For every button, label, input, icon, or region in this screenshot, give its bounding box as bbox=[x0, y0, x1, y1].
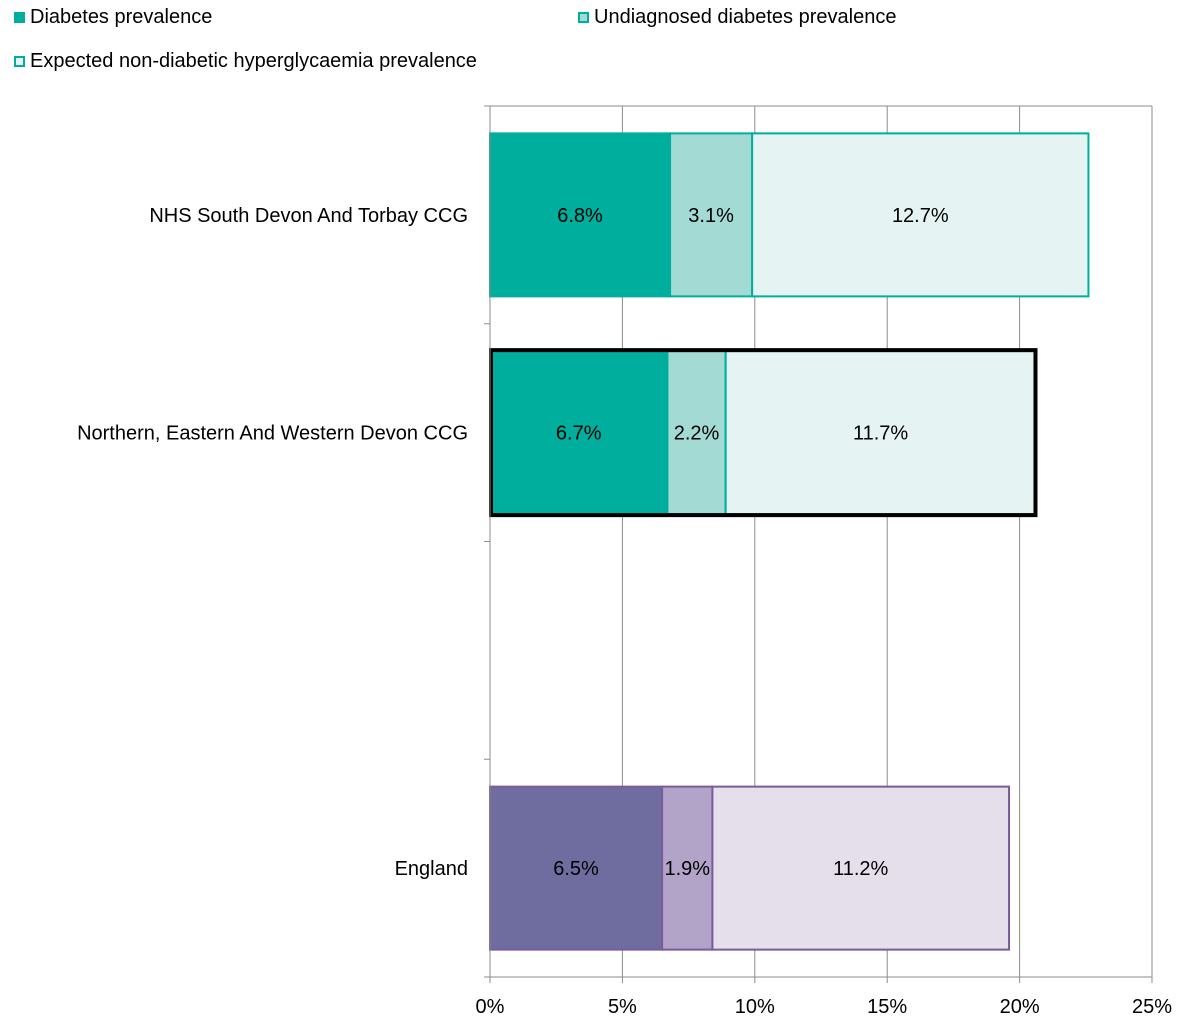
data-label: 6.5% bbox=[553, 858, 599, 880]
legend-label: Diabetes prevalence bbox=[30, 6, 213, 28]
legend-swatch bbox=[14, 56, 25, 67]
bar-segment bbox=[724, 350, 1037, 516]
x-tick-label: 0% bbox=[476, 996, 505, 1018]
bar-segment bbox=[661, 785, 714, 951]
legend-swatch bbox=[578, 12, 589, 23]
legend-swatch bbox=[14, 12, 25, 23]
x-tick-label: 25% bbox=[1132, 996, 1172, 1018]
category-label: Northern, Eastern And Western Devon CCG bbox=[77, 423, 468, 445]
x-tick-label: 15% bbox=[867, 996, 907, 1018]
data-label: 11.7% bbox=[853, 423, 908, 445]
data-label: 1.9% bbox=[664, 858, 710, 880]
data-label: 12.7% bbox=[892, 205, 949, 227]
legend-item: Diabetes prevalence bbox=[14, 6, 212, 29]
data-label: 3.1% bbox=[688, 205, 734, 227]
data-label: 6.8% bbox=[557, 205, 603, 227]
x-tick-label: 20% bbox=[1000, 996, 1040, 1018]
legend-item: Undiagnosed diabetes prevalence bbox=[578, 6, 896, 29]
bar-segment bbox=[711, 785, 1011, 951]
category-label: NHS South Devon And Torbay CCG bbox=[149, 205, 468, 227]
category-label: England bbox=[395, 858, 468, 880]
bar-segment bbox=[751, 132, 1090, 298]
data-label: 11.2% bbox=[833, 858, 888, 880]
x-tick-label: 10% bbox=[735, 996, 775, 1018]
highlight-outline bbox=[489, 348, 1038, 518]
legend-label: Expected non-diabetic hyperglycaemia pre… bbox=[30, 50, 477, 72]
data-label: 6.7% bbox=[556, 423, 602, 445]
legend-item: Expected non-diabetic hyperglycaemia pre… bbox=[14, 50, 477, 73]
x-tick-label: 5% bbox=[608, 996, 637, 1018]
legend-label: Undiagnosed diabetes prevalence bbox=[594, 6, 897, 28]
data-label: 2.2% bbox=[674, 423, 720, 445]
bar-segment bbox=[489, 350, 669, 516]
